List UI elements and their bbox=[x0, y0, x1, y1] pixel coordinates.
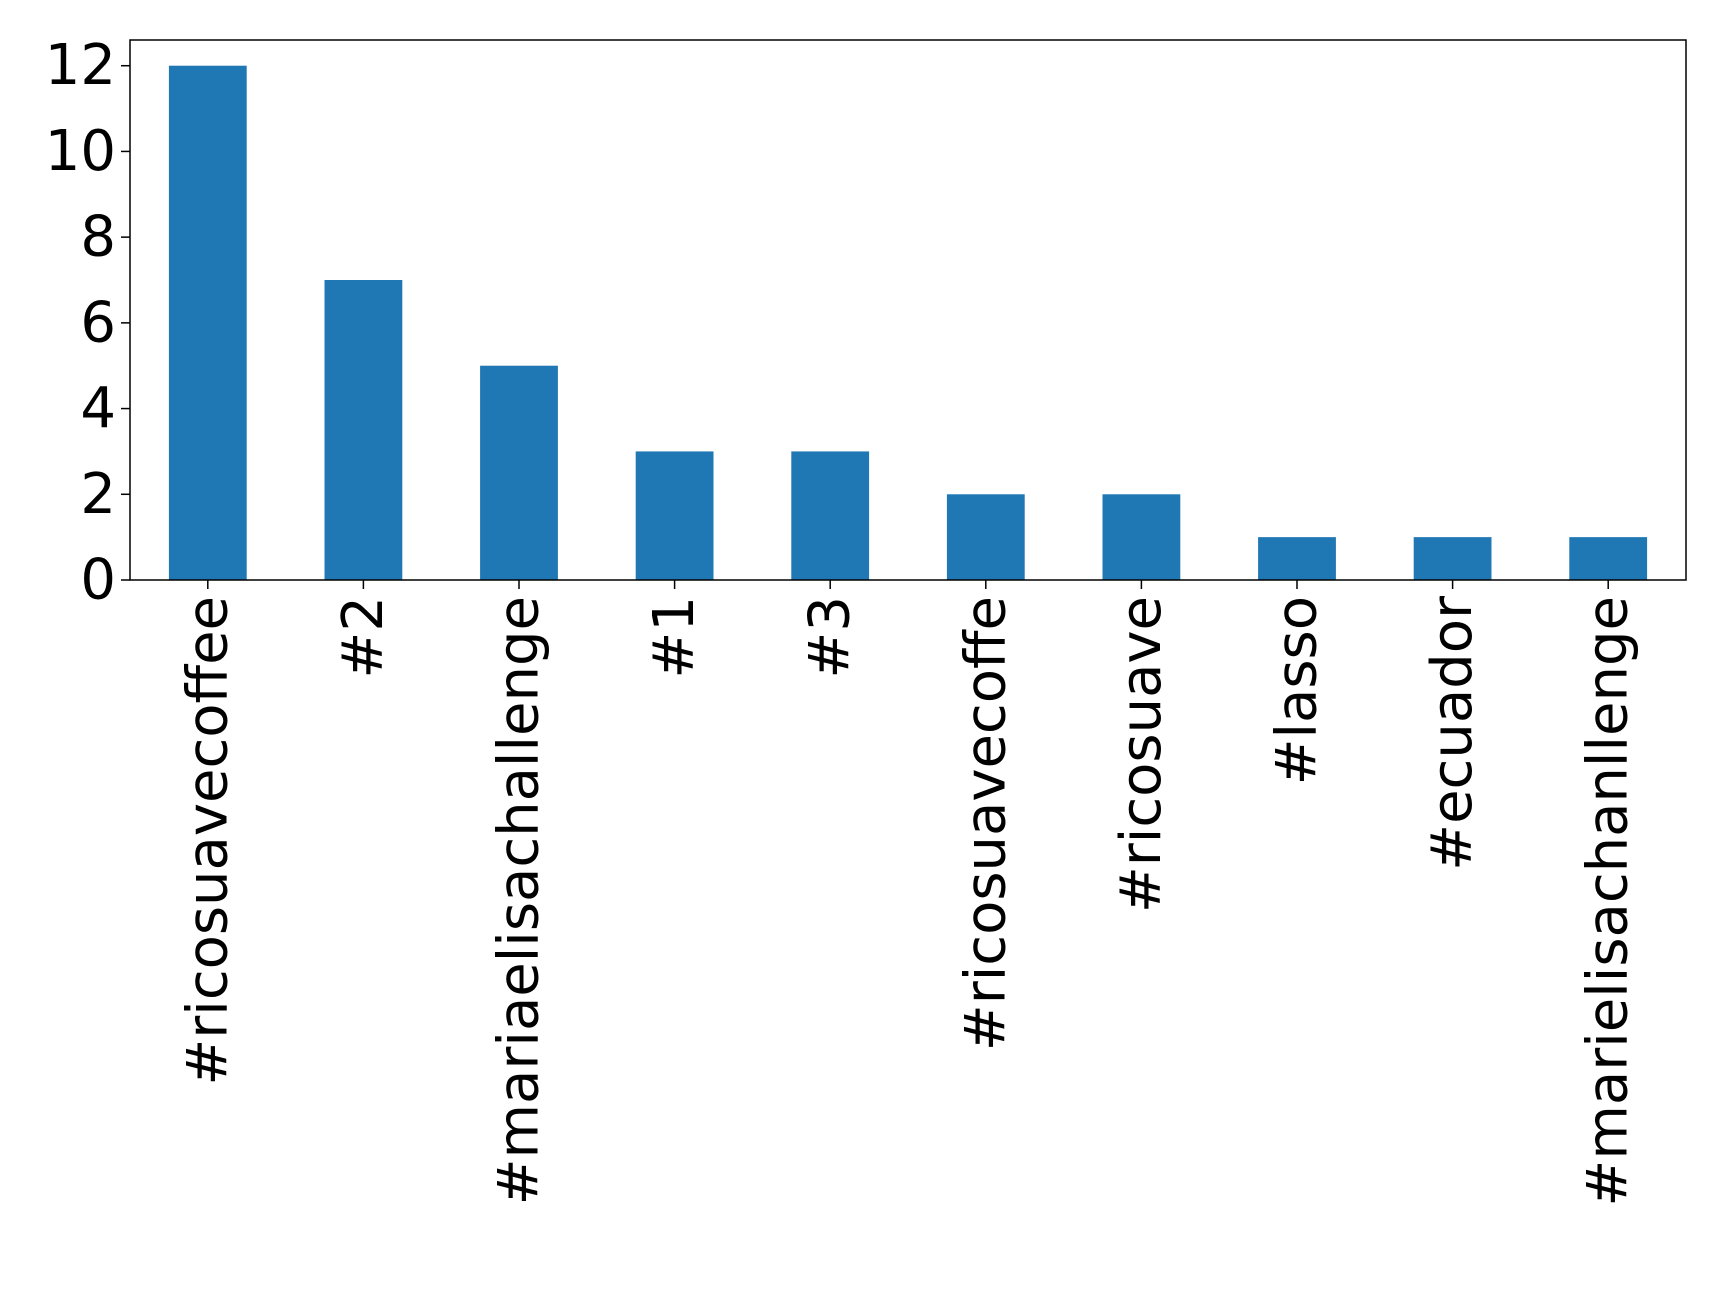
x-axis: #ricosuavecoffee #2 #mariaelisachallenge #1… bbox=[175, 580, 1641, 1207]
x-tick-label: #marielisachanllenge bbox=[1576, 596, 1641, 1207]
bar bbox=[946, 494, 1025, 580]
bar bbox=[480, 365, 558, 580]
bar bbox=[1413, 537, 1492, 580]
y-tick-label: 12 bbox=[45, 33, 116, 98]
bar bbox=[168, 65, 247, 580]
x-tick-label: #mariaelisachallenge bbox=[487, 596, 552, 1205]
bar bbox=[1102, 494, 1181, 580]
y-tick-label: 4 bbox=[80, 376, 116, 441]
x-tick-label: #3 bbox=[798, 596, 863, 679]
x-tick-label: #ecuador bbox=[1420, 595, 1485, 871]
y-tick-label: 10 bbox=[45, 119, 116, 184]
bar bbox=[635, 451, 714, 580]
x-tick-label: #lasso bbox=[1265, 596, 1330, 785]
bars-group bbox=[168, 65, 1648, 580]
bar bbox=[324, 280, 403, 580]
x-tick-label: #2 bbox=[331, 596, 396, 679]
y-tick-label: 0 bbox=[80, 548, 116, 613]
x-tick-label: #ricosuavecoffee bbox=[175, 596, 240, 1086]
x-tick-label: #ricosuave bbox=[1109, 596, 1174, 913]
plot-frame bbox=[129, 39, 1687, 581]
y-tick-label: 8 bbox=[80, 205, 116, 270]
bar bbox=[1258, 537, 1336, 580]
y-tick-label: 2 bbox=[80, 462, 116, 527]
bar bbox=[791, 451, 870, 580]
x-tick-label: #ricosuavecoffe bbox=[953, 596, 1018, 1051]
y-axis: 0 2 4 6 8 10 12 bbox=[45, 33, 130, 613]
y-tick-label: 6 bbox=[80, 290, 116, 355]
bar bbox=[1569, 537, 1648, 580]
x-tick-label: #1 bbox=[642, 596, 707, 679]
